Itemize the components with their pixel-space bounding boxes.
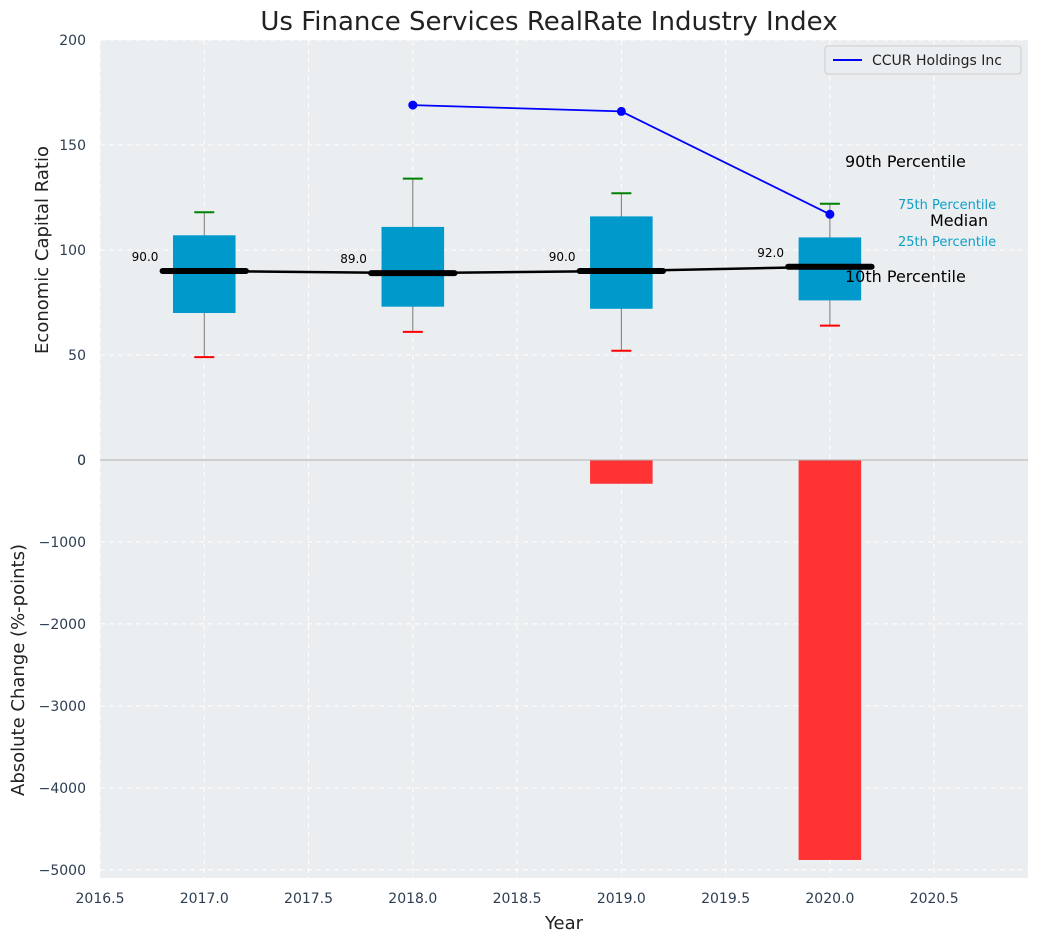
top-y-tick-label: 100: [59, 243, 86, 259]
annotation-75th-percentile: 75th Percentile: [898, 198, 996, 213]
bottom-y-axis-title: Absolute Change (%-points): [8, 544, 29, 796]
x-tick-label: 2017.0: [180, 891, 229, 907]
legend: CCUR Holdings Inc: [824, 45, 1022, 75]
change-bar: [798, 460, 862, 860]
x-tick-label: 2020.5: [910, 891, 959, 907]
iqr-box: [381, 226, 445, 307]
legend-label-ccur: CCUR Holdings Inc: [872, 53, 1002, 69]
axes-layer: 2016.5 2017.0 2017.5 2018.0 2018.5 2019.0 2019…: [39, 33, 1028, 907]
x-tick-label: 2018.5: [493, 891, 542, 907]
x-tick-label: 2018.0: [388, 891, 437, 907]
x-tick-label: 2020.0: [805, 891, 854, 907]
top-y-axis-title: Economic Capital Ratio: [32, 146, 53, 354]
company-series-point: [408, 100, 418, 110]
legend-frame: [824, 45, 1022, 75]
bars-layer: [590, 460, 862, 860]
annotation-10th-percentile: 10th Percentile: [845, 267, 966, 286]
x-tick-label: 2019.0: [597, 891, 646, 907]
x-tick-label: 2016.5: [76, 891, 125, 907]
bottom-y-tick-label: −4000: [39, 781, 86, 797]
median-value-label: 90.0: [549, 250, 576, 264]
annotation-25th-percentile: 25th Percentile: [898, 235, 996, 250]
company-series-point: [616, 106, 626, 116]
bottom-y-tick-label: −5000: [39, 863, 86, 879]
median-value-label: 92.0: [757, 246, 784, 260]
chart-title: Us Finance Services RealRate Industry In…: [260, 7, 837, 37]
median-value-label: 90.0: [132, 250, 159, 264]
x-tick-label: 2019.5: [701, 891, 750, 907]
annotation-90th-percentile: 90th Percentile: [845, 152, 966, 171]
x-tick-label: 2017.5: [284, 891, 333, 907]
median-value-label: 89.0: [340, 252, 367, 266]
x-axis-title: Year: [544, 913, 584, 934]
iqr-box: [590, 216, 653, 309]
bottom-y-tick-label: −2000: [39, 617, 86, 633]
top-y-tick-label: 0: [77, 453, 86, 469]
bottom-y-tick-label: 0: [77, 453, 86, 469]
boxes-layer: 90.0 89.0 90.0 92.0: [132, 177, 875, 359]
company-series-point: [825, 209, 835, 219]
bar-chart-panel: [100, 460, 1028, 878]
series-layer: [204, 100, 835, 275]
bottom-y-tick-label: −1000: [39, 535, 86, 551]
annotation-median: Median: [930, 211, 988, 230]
change-bar: [590, 460, 653, 484]
median-trend-line: [204, 265, 830, 275]
iqr-box: [172, 235, 236, 313]
annotations-layer: 90th Percentile 75th Percentile Median 2…: [845, 152, 996, 286]
top-y-tick-label: 50: [68, 348, 86, 364]
bottom-y-tick-label: −3000: [39, 699, 86, 715]
top-y-tick-label: 200: [59, 33, 86, 49]
top-y-tick-label: 150: [59, 138, 86, 154]
